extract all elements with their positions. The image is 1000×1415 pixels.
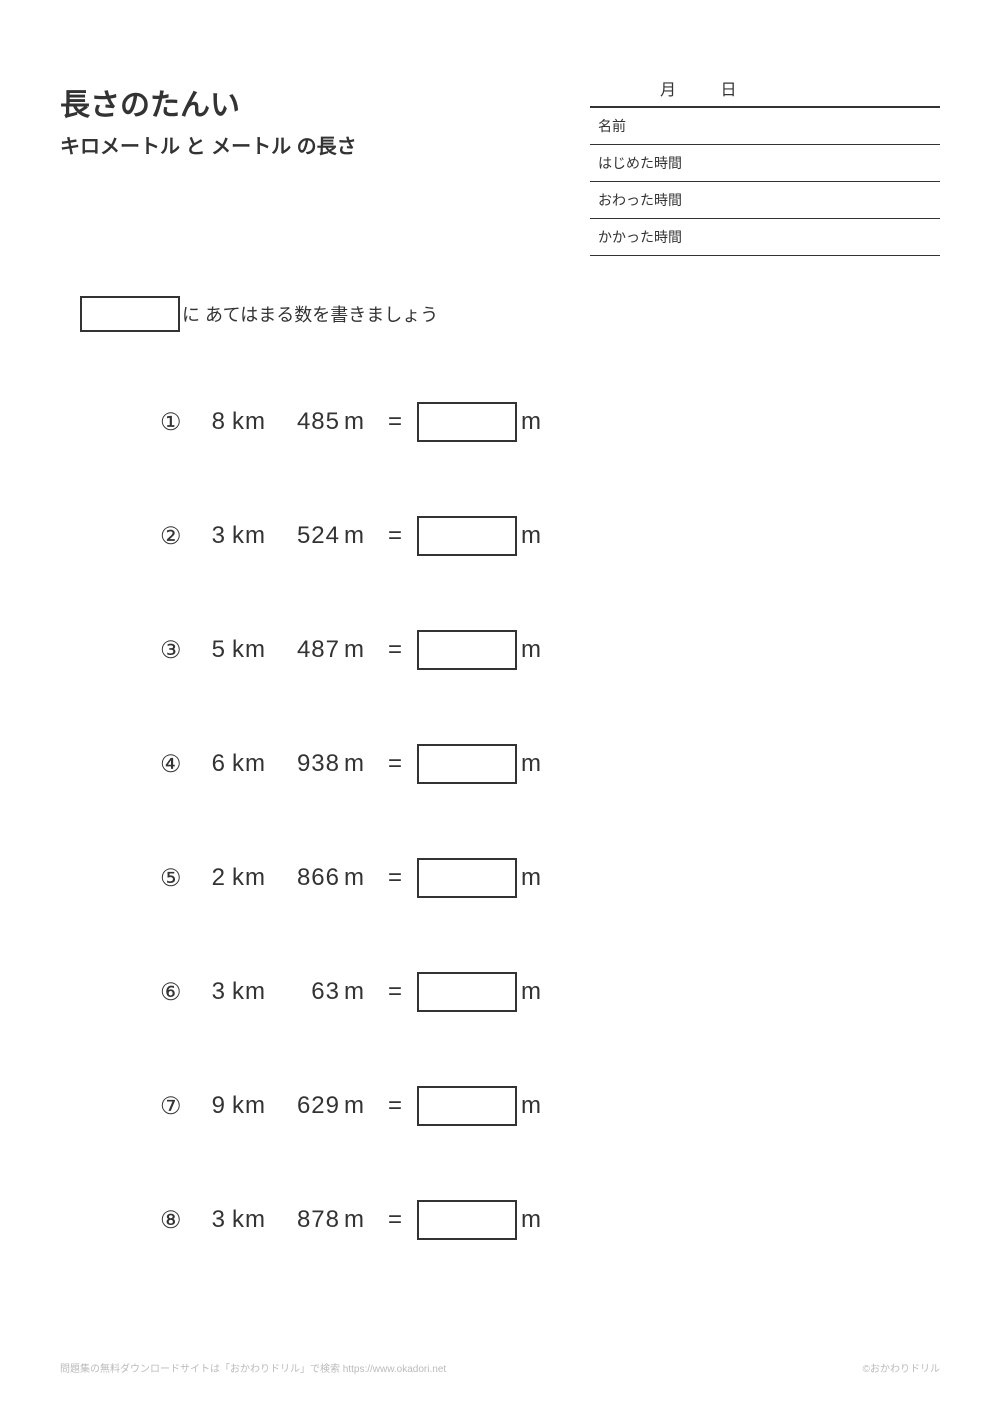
answer-box[interactable] bbox=[417, 630, 517, 670]
m-value: 524 bbox=[280, 522, 340, 550]
sub-title: キロメートル と メートル の長さ bbox=[60, 130, 590, 159]
answer-box[interactable] bbox=[417, 1200, 517, 1240]
m-value: 485 bbox=[280, 408, 340, 436]
problem-number: ⑥ bbox=[160, 978, 190, 1007]
footer: 問題集の無料ダウンロードサイトは「おかわりドリル」で検索 https://www… bbox=[60, 1360, 940, 1375]
date-row: 月 日 bbox=[590, 70, 940, 106]
problem-row: ①8km485m=m bbox=[160, 402, 940, 442]
answer-box[interactable] bbox=[417, 402, 517, 442]
km-value: 3 bbox=[192, 1206, 226, 1234]
problem-row: ④6km938m=m bbox=[160, 744, 940, 784]
month-label: 月 bbox=[660, 82, 676, 99]
km-unit: km bbox=[232, 1092, 280, 1120]
km-unit: km bbox=[232, 978, 280, 1006]
m-unit-after: m bbox=[521, 978, 542, 1006]
km-value: 8 bbox=[192, 408, 226, 436]
problem-number: ① bbox=[160, 408, 190, 437]
start-time-row: はじめた時間 bbox=[590, 144, 940, 181]
name-row: 名前 bbox=[590, 106, 940, 144]
instruction-blank-box[interactable] bbox=[80, 296, 180, 332]
equals-sign: = bbox=[388, 978, 403, 1006]
info-block: 月 日 名前 はじめた時間 おわった時間 かかった時間 bbox=[590, 70, 940, 256]
m-unit: m bbox=[344, 1206, 374, 1234]
equals-sign: = bbox=[388, 408, 403, 436]
answer-box[interactable] bbox=[417, 744, 517, 784]
km-unit: km bbox=[232, 636, 280, 664]
problems-list: ①8km485m=m②3km524m=m③5km487m=m④6km938m=m… bbox=[60, 402, 940, 1240]
m-value: 63 bbox=[280, 978, 340, 1006]
problem-row: ⑥3km63m=m bbox=[160, 972, 940, 1012]
problem-row: ②3km524m=m bbox=[160, 516, 940, 556]
answer-box[interactable] bbox=[417, 972, 517, 1012]
equals-sign: = bbox=[388, 1206, 403, 1234]
m-unit-after: m bbox=[521, 864, 542, 892]
m-unit: m bbox=[344, 408, 374, 436]
instruction-text: に あてはまる数を書きましょう bbox=[182, 301, 438, 327]
equals-sign: = bbox=[388, 750, 403, 778]
problem-number: ② bbox=[160, 522, 190, 551]
m-value: 629 bbox=[280, 1092, 340, 1120]
km-value: 9 bbox=[192, 1092, 226, 1120]
km-unit: km bbox=[232, 522, 280, 550]
m-unit: m bbox=[344, 978, 374, 1006]
m-value: 938 bbox=[280, 750, 340, 778]
equals-sign: = bbox=[388, 522, 403, 550]
footer-left: 問題集の無料ダウンロードサイトは「おかわりドリル」で検索 https://www… bbox=[60, 1360, 446, 1375]
elapsed-time-row: かかった時間 bbox=[590, 218, 940, 256]
problem-number: ⑦ bbox=[160, 1092, 190, 1121]
problem-number: ④ bbox=[160, 750, 190, 779]
problem-row: ⑦9km629m=m bbox=[160, 1086, 940, 1126]
m-unit: m bbox=[344, 864, 374, 892]
end-time-row: おわった時間 bbox=[590, 181, 940, 218]
km-unit: km bbox=[232, 1206, 280, 1234]
equals-sign: = bbox=[388, 864, 403, 892]
answer-box[interactable] bbox=[417, 1086, 517, 1126]
main-title: 長さのたんい bbox=[60, 80, 590, 124]
problem-row: ⑧3km878m=m bbox=[160, 1200, 940, 1240]
m-unit: m bbox=[344, 522, 374, 550]
km-value: 6 bbox=[192, 750, 226, 778]
answer-box[interactable] bbox=[417, 516, 517, 556]
instruction-row: に あてはまる数を書きましょう bbox=[60, 296, 940, 332]
equals-sign: = bbox=[388, 1092, 403, 1120]
equals-sign: = bbox=[388, 636, 403, 664]
m-unit-after: m bbox=[521, 636, 542, 664]
m-unit-after: m bbox=[521, 750, 542, 778]
m-unit: m bbox=[344, 1092, 374, 1120]
m-value: 878 bbox=[280, 1206, 340, 1234]
km-unit: km bbox=[232, 408, 280, 436]
m-unit: m bbox=[344, 636, 374, 664]
m-unit-after: m bbox=[521, 1092, 542, 1120]
day-label: 日 bbox=[720, 82, 736, 99]
km-value: 3 bbox=[192, 978, 226, 1006]
answer-box[interactable] bbox=[417, 858, 517, 898]
km-value: 5 bbox=[192, 636, 226, 664]
problem-row: ⑤2km866m=m bbox=[160, 858, 940, 898]
footer-right: ©おかわりドリル bbox=[863, 1360, 940, 1375]
m-unit-after: m bbox=[521, 408, 542, 436]
problem-number: ⑤ bbox=[160, 864, 190, 893]
m-value: 866 bbox=[280, 864, 340, 892]
km-value: 2 bbox=[192, 864, 226, 892]
km-value: 3 bbox=[192, 522, 226, 550]
km-unit: km bbox=[232, 750, 280, 778]
km-unit: km bbox=[232, 864, 280, 892]
problem-number: ③ bbox=[160, 636, 190, 665]
m-unit-after: m bbox=[521, 522, 542, 550]
problem-number: ⑧ bbox=[160, 1206, 190, 1235]
m-unit-after: m bbox=[521, 1206, 542, 1234]
m-value: 487 bbox=[280, 636, 340, 664]
m-unit: m bbox=[344, 750, 374, 778]
problem-row: ③5km487m=m bbox=[160, 630, 940, 670]
